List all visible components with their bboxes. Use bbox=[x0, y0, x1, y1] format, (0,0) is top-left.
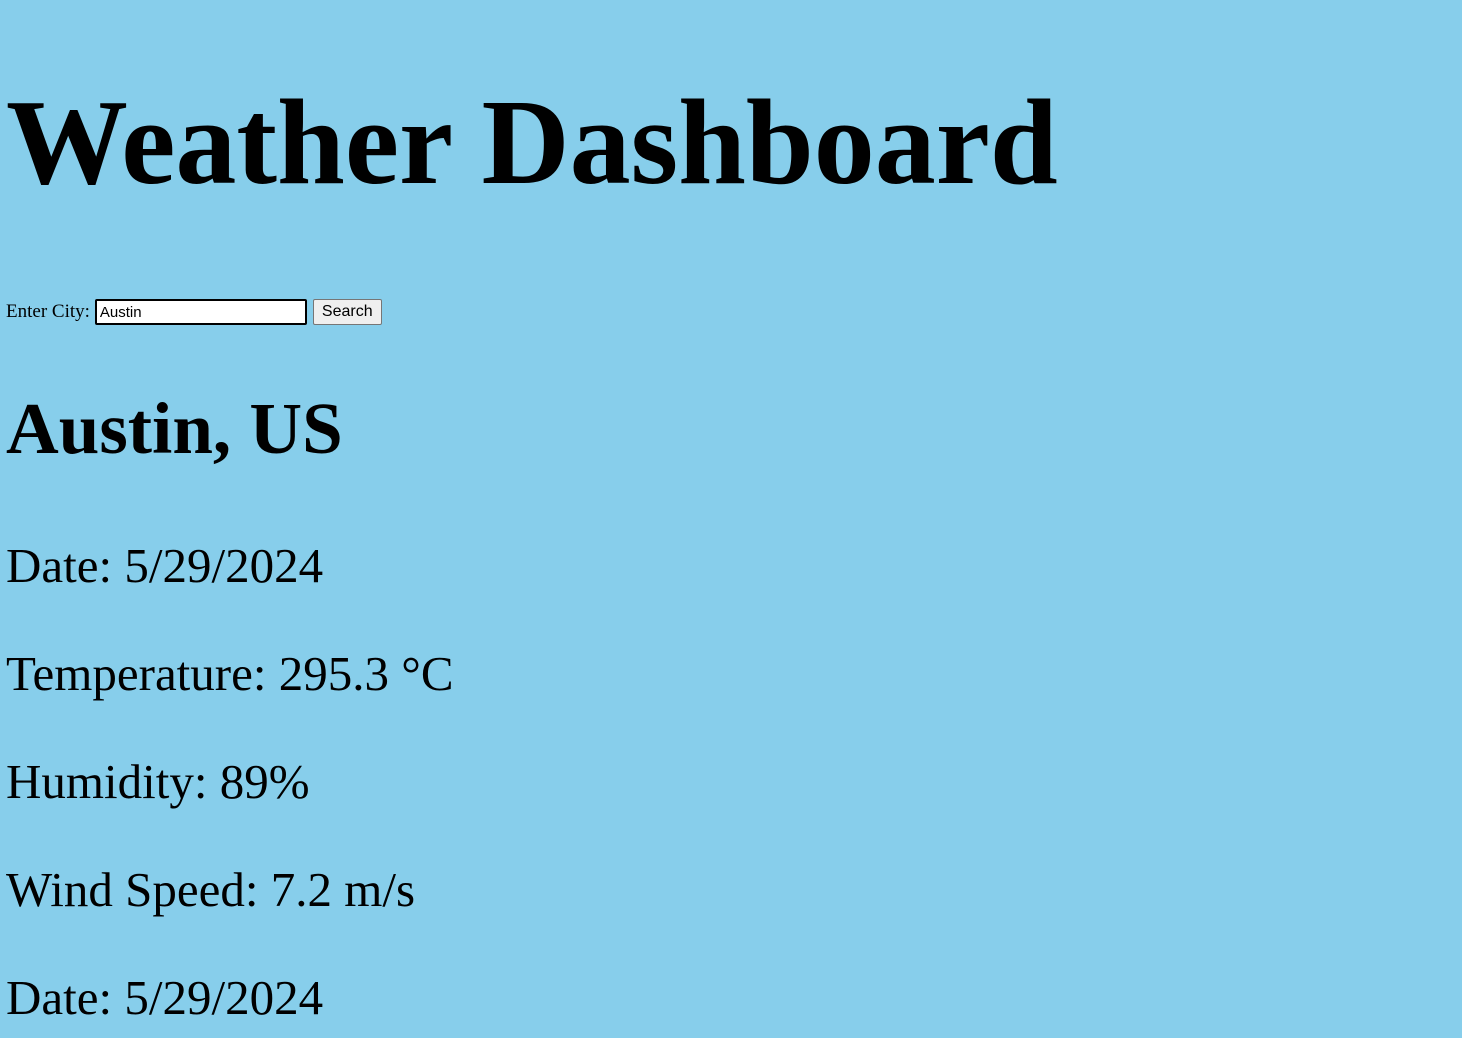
current-wind-speed: Wind Speed: 7.2 m/s bbox=[6, 862, 416, 917]
city-input[interactable] bbox=[94, 299, 307, 325]
page-title: Weather Dashboard bbox=[6, 75, 1058, 210]
current-date: Date: 5/29/2024 bbox=[6, 538, 324, 593]
search-button[interactable]: Search bbox=[312, 299, 382, 325]
city-heading: Austin, US bbox=[6, 388, 343, 469]
search-form: Enter City: Search bbox=[6, 298, 382, 326]
current-humidity: Humidity: 89% bbox=[6, 754, 310, 809]
city-input-label: Enter City: bbox=[6, 301, 90, 322]
current-temperature: Temperature: 295.3 °C bbox=[6, 646, 454, 701]
forecast-date: Date: 5/29/2024 bbox=[6, 970, 324, 1025]
